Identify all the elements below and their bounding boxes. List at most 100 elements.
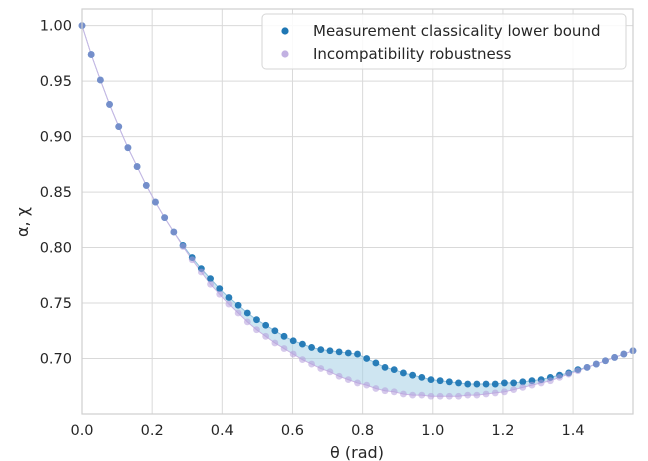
robustness-point [188,256,196,264]
lower-bound-point [510,379,518,387]
robustness-point [537,379,545,387]
lower-bound-point [243,309,251,317]
x-tick-labels: 0.0 0.2 0.4 0.6 0.8 1.0 1.2 1.4 [70,423,584,439]
x-tick-label: 0.0 [70,423,93,439]
robustness-series [78,22,637,400]
robustness-point [308,360,315,368]
robustness-point [482,390,490,398]
lower-bound-point [464,380,472,388]
lower-bound-point [445,378,453,386]
lower-bound-point [253,316,260,324]
lower-bound-point [354,350,361,358]
robustness-point [583,363,591,371]
lower-bound-point [335,348,343,356]
robustness-point [556,373,563,381]
robustness-point [298,356,306,364]
y-tick-label: 0.90 [40,130,72,146]
robustness-point [528,381,536,389]
robustness-point [464,391,472,399]
robustness-point [354,379,361,387]
robustness-point [317,365,325,372]
x-tick-label: 0.8 [351,423,374,439]
y-tick-label: 0.80 [40,241,72,257]
robustness-point [96,76,104,84]
lower-bound-point [363,355,371,362]
legend-marker-lower-bound [281,27,289,35]
lower-bound-point [519,378,527,386]
lower-bound-point [427,376,435,384]
robustness-point [390,388,398,396]
robustness-point [602,357,609,365]
robustness-point [179,243,187,250]
lower-bound-point [280,332,288,340]
robustness-point [289,350,297,358]
lower-bound-point [482,380,490,388]
lower-bound-point [225,294,233,301]
y-axis-label: α, χ [13,207,32,237]
x-tick-label: 0.6 [281,423,304,439]
legend-label-robustness: Incompatibility robustness [313,45,512,63]
lower-bound-point [308,344,315,351]
lower-bound-point [418,373,426,381]
lower-bound-point [344,349,352,357]
robustness-point [216,290,224,298]
robustness-point [611,354,619,361]
robustness-point [400,390,407,398]
x-tick-label: 0.4 [211,423,234,439]
robustness-point [106,101,113,108]
lower-bound-point [298,340,306,348]
lower-bound-point [372,359,380,367]
robustness-point [501,388,508,396]
robustness-point [491,389,499,397]
lower-bound-point [262,321,270,329]
robustness-point [170,228,178,236]
robustness-point [335,372,343,380]
robustness-point [473,391,481,399]
x-tick-label: 1.2 [491,423,514,439]
robustness-point [280,345,288,352]
y-tick-label: 0.70 [40,352,72,368]
robustness-point [87,51,95,58]
robustness-point [519,383,527,391]
lower-bound-point [216,285,224,293]
axes-frame [81,8,634,415]
robustness-point [253,326,260,334]
robustness-point [565,370,573,378]
x-tick-label: 1.0 [421,423,444,439]
y-tick-labels: 0.70 0.75 0.80 0.85 0.90 0.95 1.00 [40,19,72,368]
robustness-point [344,376,352,384]
robustness-point [620,350,628,358]
legend-label-lower-bound: Measurement classicality lower bound [313,22,600,40]
robustness-point [372,385,380,392]
robustness-point [271,339,279,347]
legend-box [261,13,627,70]
robustness-point [133,163,141,170]
x-tick-label: 0.2 [141,423,164,439]
lower-bound-point [390,366,398,374]
x-tick-label: 1.4 [562,423,585,439]
robustness-point [574,367,582,375]
robustness-point [152,198,159,206]
y-tick-label: 1.00 [40,19,72,35]
robustness-point [243,318,251,326]
legend-marker-robustness [281,50,289,58]
lower-bound-point [436,377,444,385]
y-tick-label: 0.75 [40,296,72,312]
robustness-point [427,392,435,400]
robustness-point [409,391,417,399]
robustness-point [197,268,205,276]
y-tick-label: 0.95 [40,74,72,90]
robustness-point [142,182,150,189]
lower-bound-point [317,346,325,354]
robustness-point [207,280,214,288]
robustness-point [234,309,242,317]
lower-bound-point [207,275,214,283]
robustness-point [161,214,169,222]
robustness-point [455,392,462,400]
robustness-point [546,377,554,385]
lower-bound-point [455,379,462,387]
robustness-point [445,392,453,400]
plot-background [82,9,633,414]
y-tick-label: 0.85 [40,185,72,201]
lower-bound-point [234,301,242,309]
